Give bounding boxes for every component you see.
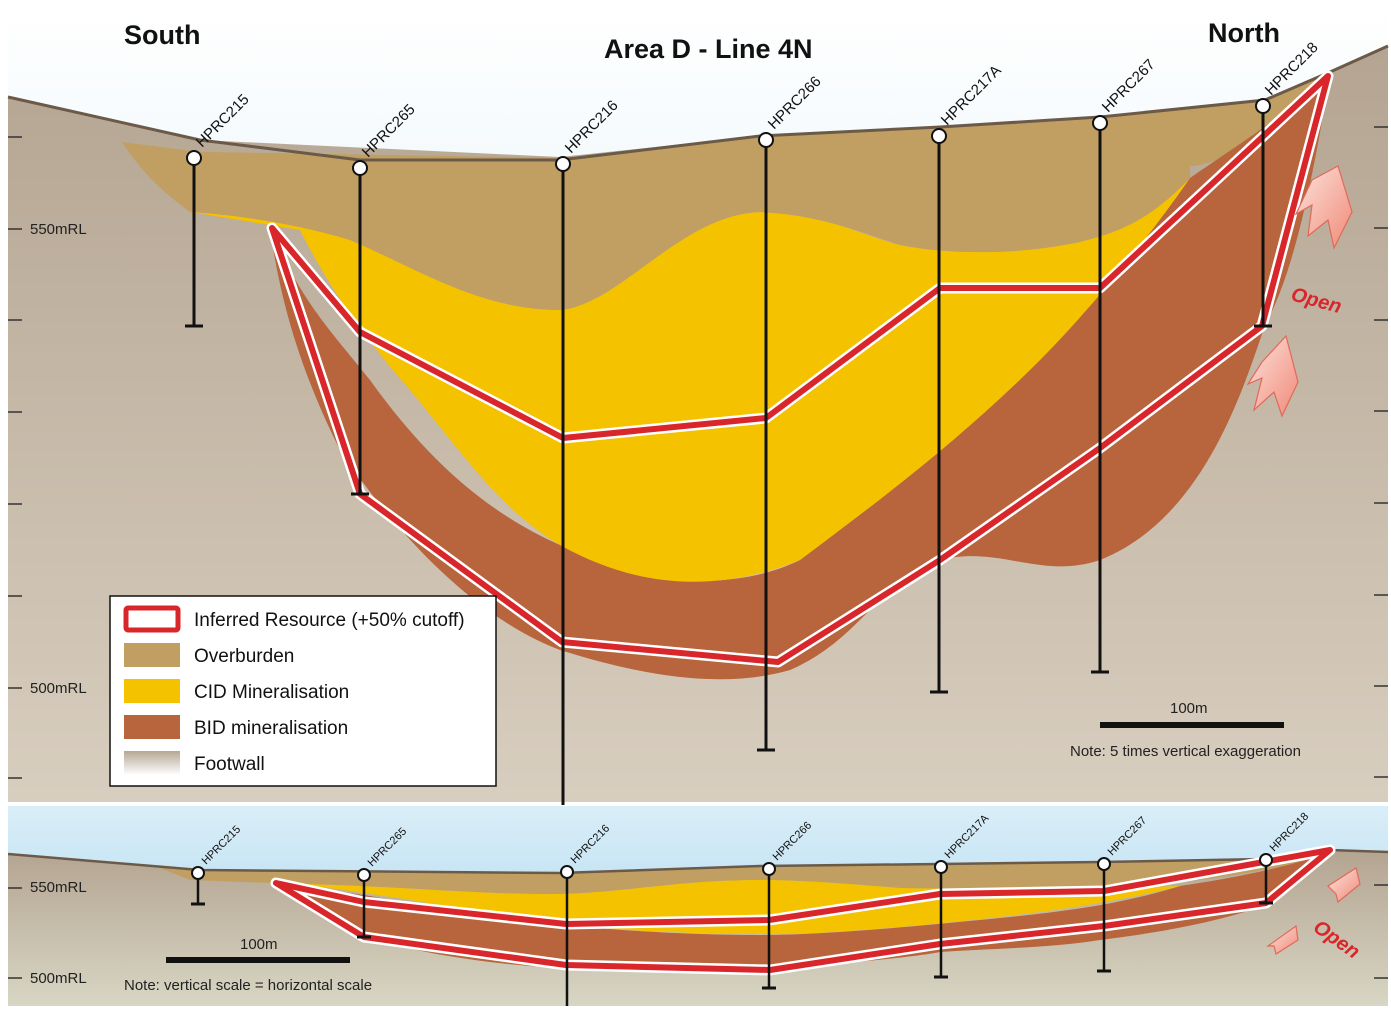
bid-layer-bottom xyxy=(272,852,1330,971)
drill-hole-collar-top-3 xyxy=(758,132,774,148)
scale-label-bottom: 100m xyxy=(240,936,278,953)
drill-hole-collar-top-5 xyxy=(1092,115,1108,131)
rl-ticks-top xyxy=(8,126,1388,779)
legend-swatch-resource xyxy=(123,605,181,633)
legend-swatch-overburden xyxy=(124,643,180,667)
ground-surface xyxy=(7,44,1389,162)
legend-swatch-cid xyxy=(124,679,180,703)
legend-swatch-footwall xyxy=(124,751,180,775)
open-arrow-upper xyxy=(1294,165,1353,250)
drill-hole-collar-top-6 xyxy=(1255,98,1271,114)
top-section: HPRC215 HPRC265 HPRC216 HPRC266 HPRC217A HPRC… xyxy=(7,8,1389,805)
legend-label-resource: Inferred Resource (+50% cutoff) xyxy=(194,610,465,631)
legend-swatch-bid xyxy=(124,715,180,739)
open-arrow-bottom-upper xyxy=(1327,867,1361,904)
south-label: South xyxy=(124,20,200,50)
rl-label-500-bottom: 500mRL xyxy=(30,970,87,987)
legend-label-overburden: Overburden xyxy=(194,646,294,667)
rl-label-550-bottom: 550mRL xyxy=(30,879,87,896)
drill-hole-collar-bottom-6 xyxy=(1259,853,1273,867)
drill-hole-collar-bottom-0 xyxy=(191,866,205,880)
drill-hole-collar-bottom-4 xyxy=(934,860,948,874)
overburden-layer-bottom xyxy=(160,852,1330,895)
scale-note-bottom: Note: vertical scale = horizontal scale xyxy=(124,977,372,994)
drill-hole-collar-bottom-5 xyxy=(1097,857,1111,871)
scale-label-top: 100m xyxy=(1170,700,1208,717)
legend-label-cid: CID Mineralisation xyxy=(194,682,349,703)
drill-hole-collar-bottom-3 xyxy=(762,862,776,876)
inferred-resource-outline-red xyxy=(269,73,1331,665)
bottom-section: HPRC215 HPRC265 HPRC216 HPRC266 HPRC217A HPRC… xyxy=(7,806,1389,1006)
rl-ticks-bottom xyxy=(8,884,1388,979)
scale-bar-bottom xyxy=(166,957,350,963)
drill-hole-collar-top-2 xyxy=(555,156,571,172)
exaggeration-note: Note: 5 times vertical exaggeration xyxy=(1070,743,1301,760)
north-label: North xyxy=(1208,18,1280,48)
scale-bar-top xyxy=(1100,722,1284,728)
inferred-resource-outline-bottom-red xyxy=(273,847,1333,973)
section-title: Area D - Line 4N xyxy=(604,34,813,64)
drill-hole-collar-top-1 xyxy=(352,160,368,176)
rl-label-500-top: 500mRL xyxy=(30,680,87,697)
drill-hole-collar-bottom-2 xyxy=(560,865,574,879)
legend-label-footwall: Footwall xyxy=(194,754,265,775)
drill-hole-collar-top-0 xyxy=(186,150,202,166)
legend-label-bid: BID mineralisation xyxy=(194,718,348,739)
drill-hole-collar-top-4 xyxy=(931,128,947,144)
open-arrow-bottom-lower xyxy=(1266,924,1299,955)
open-arrow-lower xyxy=(1246,334,1299,418)
drill-hole-collar-bottom-1 xyxy=(357,868,371,882)
legend: Inferred Resource (+50% cutoff) Overburd… xyxy=(109,595,497,787)
bid-layer xyxy=(270,73,1330,680)
rl-label-550-top: 550mRL xyxy=(30,221,87,238)
